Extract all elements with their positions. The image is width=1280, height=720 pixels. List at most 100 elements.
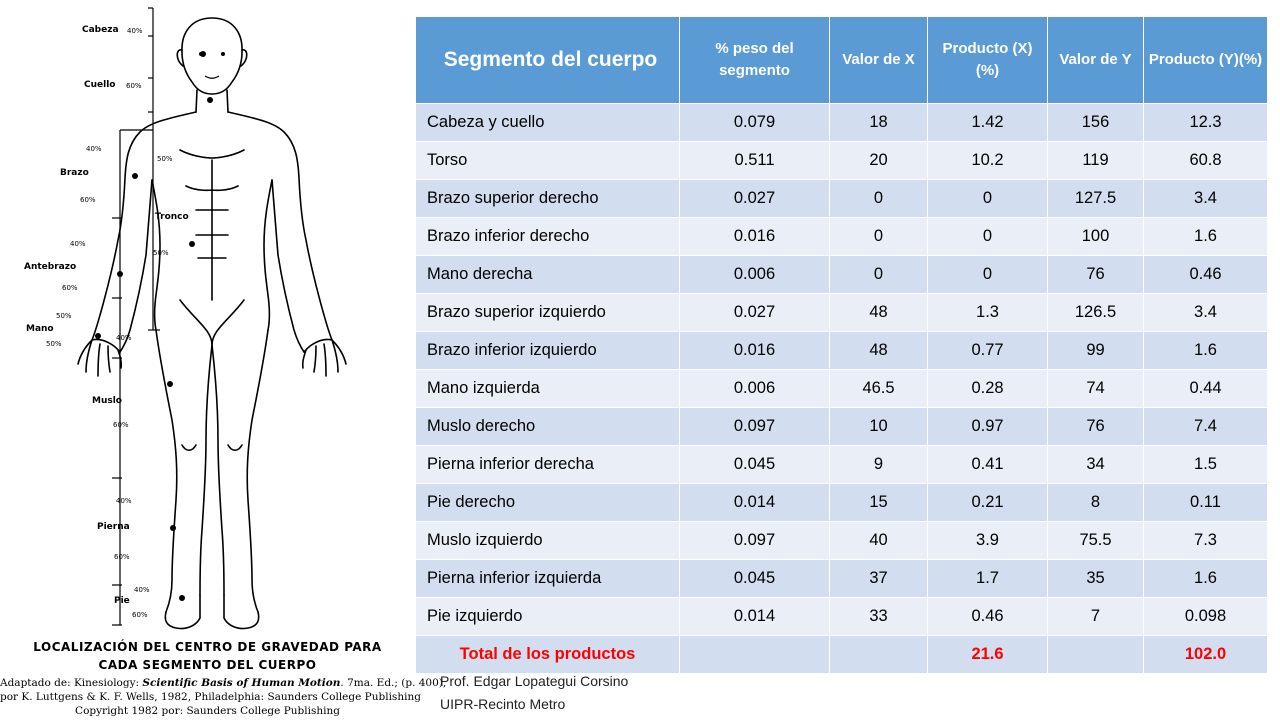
table-row: Mano izquierda 0.006 46.5 0.28 74 0.44	[415, 369, 1268, 408]
cell-valor-x: 40	[829, 521, 928, 560]
cell-producto-y: 1.6	[1143, 217, 1268, 256]
header-peso: % peso del segmento	[679, 16, 830, 104]
total-producto-y: 102.0	[1143, 635, 1268, 674]
table-header-row: Segmento del cuerpo % peso del segmento …	[415, 16, 1268, 104]
cell-segmento: Torso	[415, 141, 680, 180]
cell-producto-x: 0.21	[927, 483, 1048, 522]
cell-valor-x: 33	[829, 597, 928, 636]
cell-producto-x: 0	[927, 217, 1048, 256]
cell-producto-x: 0	[927, 179, 1048, 218]
cell-peso: 0.511	[679, 141, 830, 180]
label-cabeza: Cabeza	[82, 25, 119, 35]
table-row: Muslo derecho 0.097 10 0.97 76 7.4	[415, 407, 1268, 446]
cell-valor-y: 100	[1047, 217, 1144, 256]
center-of-gravity-table: Segmento del cuerpo % peso del segmento …	[415, 16, 1268, 674]
caption-title-line-1: LOCALIZACIÓN DEL CENTRO DE GRAVEDAD PARA	[33, 640, 382, 654]
cell-producto-y: 7.4	[1143, 407, 1268, 446]
cell-producto-x: 0.41	[927, 445, 1048, 484]
label-muslo: Muslo	[92, 396, 122, 406]
cell-valor-y: 76	[1047, 255, 1144, 294]
cell-peso: 0.006	[679, 255, 830, 294]
header-producto-x: Producto (X)(%)	[927, 16, 1048, 104]
pct-tronco-bottom: 50%	[153, 249, 169, 257]
cell-valor-y: 8	[1047, 483, 1144, 522]
cell-valor-x: 18	[829, 103, 928, 142]
table-row: Pierna inferior izquierda 0.045 37 1.7 35 1.6	[415, 559, 1268, 598]
total-label: Total de los productos	[415, 635, 680, 674]
cell-valor-y: 126.5	[1047, 293, 1144, 332]
cell-producto-x: 3.9	[927, 521, 1048, 560]
cell-segmento: Muslo derecho	[415, 407, 680, 446]
cell-segmento: Pierna inferior izquierda	[415, 559, 680, 598]
cell-peso: 0.014	[679, 597, 830, 636]
cell-producto-x: 1.7	[927, 559, 1048, 598]
credit-author: Prof. Edgar Lopategui Corsino	[440, 673, 629, 689]
header-segmento: Segmento del cuerpo	[415, 16, 680, 104]
label-mano: Mano	[26, 324, 54, 334]
cell-producto-x: 0.28	[927, 369, 1048, 408]
caption-source-line-1: Adaptado de: Kinesiology: Scientific Bas…	[0, 677, 447, 689]
label-antebrazo: Antebrazo	[24, 262, 77, 272]
cell-producto-x: 0.77	[927, 331, 1048, 370]
cell-valor-x: 0	[829, 217, 928, 256]
cell-valor-x: 48	[829, 331, 928, 370]
pct-mano-top: 50%	[56, 312, 72, 320]
cell-valor-x: 10	[829, 407, 928, 446]
cell-producto-y: 0.44	[1143, 369, 1268, 408]
pct-antebrazo-top: 40%	[70, 240, 86, 248]
cell-producto-y: 1.6	[1143, 331, 1268, 370]
pct-brazo-bottom: 60%	[80, 196, 96, 204]
caption-source-line-3: Copyright 1982 por: Saunders College Pub…	[75, 705, 340, 717]
cell-valor-y: 7	[1047, 597, 1144, 636]
human-body-illustration	[77, 7, 347, 630]
pct-pierna-bottom: 60%	[114, 553, 130, 561]
cell-valor-x: 9	[829, 445, 928, 484]
cell-producto-x: 0.46	[927, 597, 1048, 636]
cell-segmento: Brazo superior derecho	[415, 179, 680, 218]
cell-valor-y: 99	[1047, 331, 1144, 370]
cell-valor-x: 46.5	[829, 369, 928, 408]
cell-producto-x: 1.3	[927, 293, 1048, 332]
cell-segmento: Pierna inferior derecha	[415, 445, 680, 484]
label-cuello: Cuello	[84, 80, 116, 90]
cell-peso: 0.097	[679, 521, 830, 560]
label-pierna: Pierna	[97, 522, 130, 532]
cell-producto-y: 0.11	[1143, 483, 1268, 522]
cell-peso: 0.079	[679, 103, 830, 142]
cell-valor-x: 0	[829, 255, 928, 294]
table-row: Torso 0.511 20 10.2 119 60.8	[415, 141, 1268, 180]
cell-producto-y: 3.4	[1143, 293, 1268, 332]
pct-pie-top: 40%	[134, 586, 150, 594]
header-valor-x: Valor de X	[829, 16, 928, 104]
table-row: Brazo superior derecho 0.027 0 0 127.5 3.4	[415, 179, 1268, 218]
cell-valor-x: 48	[829, 293, 928, 332]
cell-valor-y: 156	[1047, 103, 1144, 142]
cell-producto-y: 7.3	[1143, 521, 1268, 560]
cell-valor-y: 119	[1047, 141, 1144, 180]
pct-antebrazo-bottom: 60%	[62, 284, 78, 292]
cell-segmento: Pie derecho	[415, 483, 680, 522]
table-row: Brazo superior izquierdo 0.027 48 1.3 126.5 3…	[415, 293, 1268, 332]
cell-segmento: Brazo superior izquierdo	[415, 293, 680, 332]
caption-book-title: Scientific Basis of Human Motion	[142, 677, 341, 689]
pct-mano-bottom: 50%	[46, 340, 62, 348]
cell-valor-x: 0	[829, 179, 928, 218]
cell-peso: 0.097	[679, 407, 830, 446]
cell-peso: 0.045	[679, 559, 830, 598]
cell-valor-y: 35	[1047, 559, 1144, 598]
cell-producto-y: 0.098	[1143, 597, 1268, 636]
pct-tronco-top: 50%	[157, 155, 173, 163]
pct-pie-bottom: 60%	[132, 611, 148, 619]
cell-producto-y: 0.46	[1143, 255, 1268, 294]
cell-valor-y: 76	[1047, 407, 1144, 446]
cell-peso: 0.006	[679, 369, 830, 408]
table-row: Cabeza y cuello 0.079 18 1.42 156 12.3	[415, 103, 1268, 142]
table-row: Pierna inferior derecha 0.045 9 0.41 34 1.5	[415, 445, 1268, 484]
caption-source-line-2: por K. Luttgens & K. F. Wells, 1982, Phi…	[0, 691, 421, 703]
cell-peso: 0.045	[679, 445, 830, 484]
table-row: Brazo inferior izquierdo 0.016 48 0.77 99 1.6	[415, 331, 1268, 370]
table-row: Brazo inferior derecho 0.016 0 0 100 1.6	[415, 217, 1268, 256]
cell-peso: 0.027	[679, 179, 830, 218]
pct-brazo-top: 40%	[86, 145, 102, 153]
pct-mano-right: 40%	[116, 334, 132, 342]
